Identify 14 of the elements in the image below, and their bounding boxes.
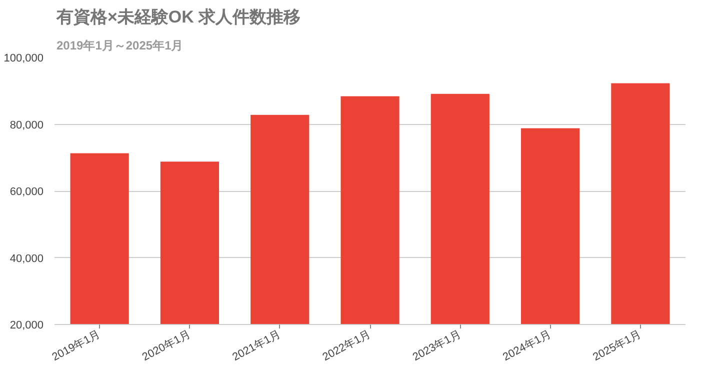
x-tick-label: 2022年1月	[320, 328, 373, 364]
y-tick-label: 60,000	[10, 186, 44, 198]
x-tick-label: 2024年1月	[501, 328, 554, 364]
x-tick-label: 2025年1月	[591, 328, 644, 364]
x-tick-label: 2023年1月	[410, 328, 463, 364]
y-tick-label: 40,000	[10, 252, 44, 265]
y-tick-label: 80,000	[10, 119, 44, 132]
y-tick-label: 100,000	[4, 52, 44, 64]
chart-subtitle: 2019年1月～2025年1月	[56, 38, 184, 52]
x-tick-label: 2019年1月	[50, 328, 102, 364]
y-tick-label: 20,000	[10, 320, 44, 332]
x-tick-label: 2021年1月	[230, 328, 283, 364]
chart-title: 有資格×未経験OK 求人件数推移	[56, 8, 301, 26]
x-tick-label: 2020年1月	[140, 328, 192, 364]
